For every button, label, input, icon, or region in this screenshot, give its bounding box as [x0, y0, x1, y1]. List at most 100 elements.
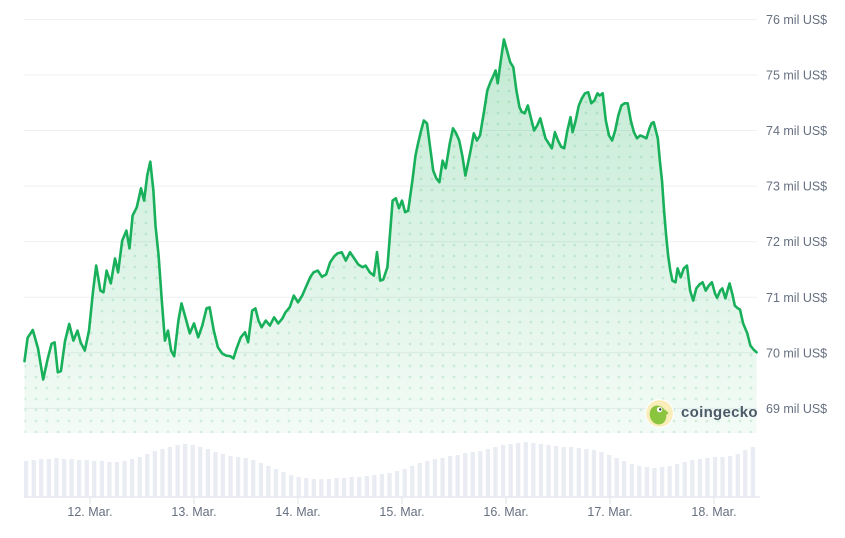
y-axis-label: 74 mil US$ — [766, 124, 827, 138]
volume-bar — [500, 445, 506, 497]
volume-bar — [92, 461, 97, 497]
volume-bar — [107, 462, 112, 497]
volume-bar — [220, 454, 226, 497]
volume-bar — [508, 444, 513, 497]
volume-bar — [167, 447, 173, 497]
volume-bar — [61, 459, 67, 497]
volume-bar — [357, 477, 362, 497]
x-axis-label: 12. Mar. — [67, 505, 112, 519]
volume-bar — [629, 464, 634, 497]
volume-bar — [372, 475, 377, 497]
volume-bar — [447, 456, 453, 497]
volume-bar — [69, 459, 74, 497]
volume-bar — [236, 457, 241, 497]
price-line[interactable] — [23, 38, 758, 381]
y-axis-label: 70 mil US$ — [766, 346, 827, 360]
volume-bar — [463, 453, 468, 497]
volume-bar — [417, 463, 422, 497]
volume-bar — [54, 458, 59, 497]
volume-bar — [546, 445, 551, 497]
volume-bar — [24, 461, 29, 497]
volume-bar — [77, 460, 82, 497]
y-axis-label: 75 mil US$ — [766, 69, 827, 83]
volume-bar — [720, 457, 725, 497]
volume-bar — [319, 479, 324, 497]
volume-bar — [410, 466, 415, 497]
x-axis-label: 15. Mar. — [379, 505, 424, 519]
volume-bar — [675, 464, 680, 497]
volume-bar — [281, 472, 286, 497]
volume-bar — [266, 466, 271, 497]
volume-bar — [311, 479, 316, 497]
volume-bar — [561, 447, 566, 497]
x-axis-label: 17. Mar. — [587, 505, 632, 519]
volume-bar — [296, 477, 301, 497]
volume-bar — [485, 449, 491, 497]
volume-bar — [576, 448, 581, 497]
volume-bar — [622, 461, 627, 497]
volume-bar — [493, 447, 498, 497]
volume-bar — [394, 471, 400, 497]
y-axis-label: 69 mil US$ — [766, 402, 827, 416]
volume-bar — [712, 457, 718, 497]
volume-bar — [553, 446, 559, 497]
volume-bar — [599, 452, 604, 497]
x-axis-label: 14. Mar. — [275, 505, 320, 519]
volume-bar — [690, 460, 695, 497]
volume-bar — [432, 459, 438, 497]
volume-bar — [606, 455, 612, 497]
volume-bar — [667, 466, 672, 497]
volume-bar — [190, 445, 195, 497]
volume-bar — [334, 478, 339, 497]
volume-bar — [652, 468, 657, 497]
volume-bar — [387, 473, 392, 497]
volume-bar — [538, 444, 544, 497]
volume-bar — [304, 478, 309, 497]
volume-bar — [243, 458, 248, 497]
y-axis-label: 76 mil US$ — [766, 13, 827, 27]
volume-bar — [750, 447, 755, 497]
volume-bar — [326, 479, 332, 497]
volume-bar — [705, 458, 710, 497]
volume-bar — [478, 451, 483, 497]
volume-bar — [205, 449, 210, 497]
volume-bar — [470, 452, 475, 497]
volume-bar — [743, 450, 748, 497]
volume-bar — [183, 444, 188, 497]
volume-bar — [31, 460, 36, 497]
volume-bar — [516, 443, 521, 497]
x-axis-label: 18. Mar. — [691, 505, 736, 519]
volume-bars — [24, 442, 755, 497]
volume-bar — [258, 463, 263, 497]
volume-bar — [114, 462, 120, 497]
volume-bar — [152, 451, 157, 497]
volume-bar — [251, 460, 256, 497]
volume-bar — [591, 450, 597, 497]
volume-bar — [584, 449, 589, 497]
x-axis: 12. Mar. 13. Mar. 14. Mar. 15. Mar. 16. Mar.… — [67, 497, 737, 519]
volume-bar — [198, 447, 203, 497]
volume-bar — [273, 469, 279, 497]
volume-bar — [523, 442, 528, 497]
y-axis: 69 mil US$ 70 mil US$ 71 mil US$ 72 mil US$… — [766, 13, 827, 416]
volume-bar — [288, 475, 294, 497]
volume-bar — [735, 454, 740, 497]
volume-bar — [175, 445, 180, 497]
volume-bar — [614, 458, 619, 497]
volume-bar — [644, 467, 649, 497]
y-axis-label: 71 mil US$ — [766, 291, 827, 305]
x-axis-label: 13. Mar. — [171, 505, 216, 519]
volume-bar — [39, 459, 44, 497]
volume-bar — [364, 476, 369, 497]
volume-bar — [728, 456, 733, 497]
volume-bar — [455, 455, 460, 497]
volume-bar — [697, 459, 702, 497]
volume-bar — [425, 461, 430, 497]
x-axis-label: 16. Mar. — [483, 505, 528, 519]
volume-bar — [379, 474, 385, 497]
volume-bar — [402, 469, 407, 497]
volume-bar — [46, 459, 51, 497]
volume-bar — [659, 467, 665, 497]
